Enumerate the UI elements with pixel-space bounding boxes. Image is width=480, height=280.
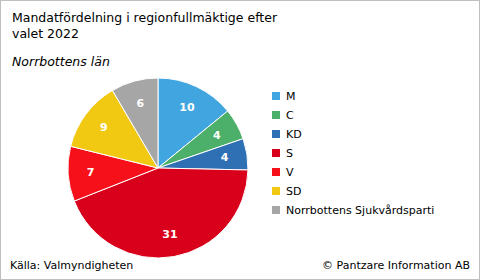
copyright: © Pantzare Information AB [322, 259, 470, 272]
legend-label: M [286, 90, 296, 103]
title: Mandatfördelning i regionfullmäktige eft… [12, 10, 278, 41]
pie [68, 78, 248, 258]
slice [112, 78, 158, 168]
legend-label: KD [286, 128, 302, 141]
legend-item: Norrbottens Sjukvårdsparti [272, 204, 434, 217]
legend: MC KD SV SD Norrbottens Sjukvårdsparti [272, 90, 434, 217]
source: Källa: Valmyndigheten [10, 259, 133, 272]
data-label: 6 [136, 97, 144, 110]
legend-label: SD [286, 185, 301, 198]
legend-swatch [272, 130, 280, 138]
data-label: 4 [221, 151, 229, 164]
title-line: Mandatfördelning i regionfullmäktige eft… [12, 10, 278, 25]
frame [1, 1, 480, 280]
legend-item: C [272, 109, 294, 122]
data-label: 9 [100, 121, 108, 134]
legend-swatch [272, 149, 280, 157]
subtitle: Norrbottens län [12, 54, 110, 69]
data-label: 7 [87, 166, 95, 179]
legend-label: V [286, 166, 294, 179]
legend-label: C [286, 109, 294, 122]
title-line: valet 2022 [12, 26, 79, 41]
legend-item: S [272, 147, 293, 160]
chart: Mandatfördelning i regionfullmäktige eft… [0, 0, 480, 280]
legend-swatch [272, 187, 280, 195]
legend-swatch [272, 168, 280, 176]
legend-label: Norrbottens Sjukvårdsparti [286, 204, 434, 217]
legend-item: M [272, 90, 296, 103]
legend-swatch [272, 206, 280, 214]
legend-item: V [272, 166, 294, 179]
data-label: 31 [162, 228, 177, 241]
legend-swatch [272, 92, 280, 100]
legend-label: S [286, 147, 293, 160]
legend-swatch [272, 111, 280, 119]
data-labels: 10 44 31 7 9 6 [87, 97, 229, 242]
data-label: 4 [213, 129, 221, 142]
legend-item: SD [272, 185, 301, 198]
slice [158, 139, 248, 170]
data-label: 10 [179, 101, 195, 114]
legend-item: KD [272, 128, 302, 141]
